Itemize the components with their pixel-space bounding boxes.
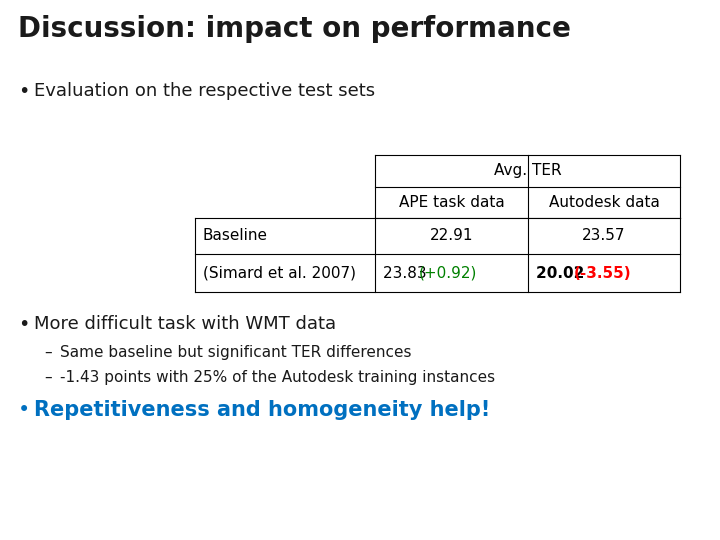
Text: -1.43 points with 25% of the Autodesk training instances: -1.43 points with 25% of the Autodesk tr… [60,370,495,385]
Text: Discussion: impact on performance: Discussion: impact on performance [18,15,571,43]
Text: Repetitiveness and homogeneity help!: Repetitiveness and homogeneity help! [34,400,490,420]
Text: More difficult task with WMT data: More difficult task with WMT data [34,315,336,333]
Text: Same baseline but significant TER differences: Same baseline but significant TER differ… [60,345,412,360]
Text: Baseline: Baseline [203,228,268,244]
Text: 23.83: 23.83 [383,266,431,280]
Text: Avg. TER: Avg. TER [494,164,562,179]
Text: •: • [18,315,30,334]
Text: –: – [44,370,52,385]
Text: (+0.92): (+0.92) [419,266,477,280]
Text: 22.91: 22.91 [430,228,473,244]
Text: –: – [44,345,52,360]
Text: 23.57: 23.57 [582,228,626,244]
Text: APE task data: APE task data [399,195,505,210]
Text: •: • [18,400,30,420]
Text: Evaluation on the respective test sets: Evaluation on the respective test sets [34,82,375,100]
Text: Autodesk data: Autodesk data [549,195,660,210]
Text: (Simard et al. 2007): (Simard et al. 2007) [203,266,356,280]
Text: 20.02: 20.02 [536,266,590,280]
Text: •: • [18,82,30,101]
Text: (-3.55): (-3.55) [574,266,631,280]
